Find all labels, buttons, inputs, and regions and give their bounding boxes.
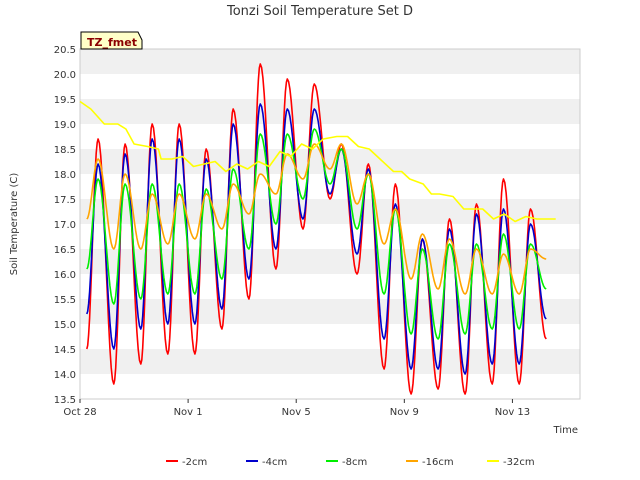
legend-label: -16cm: [422, 457, 454, 468]
y-tick-label: 17.5: [54, 195, 76, 206]
tz-tag: TZ_fmet: [80, 31, 143, 50]
y-tick-label: 17.0: [54, 220, 76, 231]
x-tick-label: Nov 9: [390, 407, 419, 418]
legend-label: -8cm: [342, 457, 367, 468]
grid-band: [80, 149, 580, 174]
grid-band: [80, 199, 580, 224]
x-tick-label: Nov 13: [495, 407, 530, 418]
legend-label: -2cm: [182, 457, 207, 468]
y-tick-label: 15.0: [54, 320, 76, 331]
grid-band: [80, 249, 580, 274]
y-axis: 13.5 14.0 14.5 15.0 15.5 16.0 16.5 17.0 17.5 18.0…: [54, 45, 76, 406]
x-tick-label: Nov 1: [174, 407, 203, 418]
legend: -2cm -4cm -8cm -16cm -32cm: [166, 457, 535, 468]
y-tick-label: 16.5: [54, 245, 76, 256]
y-tick-label: 18.5: [54, 145, 76, 156]
legend-label: -32cm: [503, 457, 535, 468]
series-line-16cmcm: [86, 143, 547, 295]
y-tick-label: 16.0: [54, 270, 76, 281]
y-tick-label: 14.0: [54, 370, 76, 381]
series-lines: [79, 63, 556, 395]
y-tick-label: 20.5: [54, 45, 76, 56]
grid-band: [80, 299, 580, 324]
plot-frame: [79, 48, 581, 400]
chart-title: Tonzi Soil Temperature Set D: [226, 4, 413, 19]
grid-band: [80, 49, 580, 74]
x-tick-label: Oct 28: [63, 407, 96, 418]
y-tick-label: 13.5: [54, 395, 76, 406]
grid-band: [80, 99, 580, 124]
y-tick-label: 18.0: [54, 170, 76, 181]
grid-bands: [80, 49, 580, 399]
x-axis-label: Time: [553, 425, 578, 436]
tag-box: [80, 31, 143, 50]
legend-label: -4cm: [262, 457, 287, 468]
tag-label: TZ_fmet: [87, 36, 137, 49]
x-tick-label: Nov 5: [282, 407, 311, 418]
series-line-32cmcm: [79, 100, 556, 223]
y-tick-label: 20.0: [54, 70, 76, 81]
series-line-8cmcm: [86, 128, 547, 340]
y-tick-label: 15.5: [54, 295, 76, 306]
grid-band: [80, 349, 580, 374]
y-tick-label: 19.5: [54, 95, 76, 106]
y-axis-label: Soil Temperature (C): [9, 173, 20, 276]
x-axis: Oct 28 Nov 1 Nov 5 Nov 9 Nov 13: [63, 399, 530, 418]
y-tick-label: 14.5: [54, 345, 76, 356]
series-line-4cmcm: [86, 103, 547, 375]
y-tick-label: 19.0: [54, 120, 76, 131]
